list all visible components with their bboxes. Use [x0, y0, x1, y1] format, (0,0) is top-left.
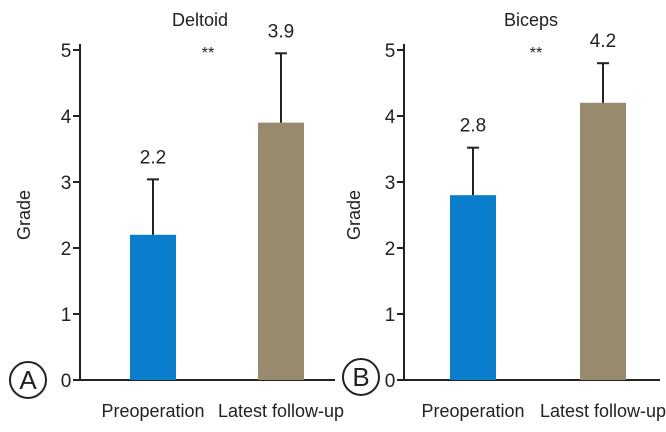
- x-tick-label: Preoperation: [101, 401, 204, 421]
- chart-title: Biceps: [504, 10, 558, 30]
- panel-label: A: [19, 365, 37, 395]
- y-axis-label: Grade: [14, 190, 34, 240]
- y-tick-label: 2: [385, 239, 396, 260]
- panel-label: B: [352, 362, 369, 392]
- y-tick-label: 4: [61, 107, 72, 128]
- panel-label-circle: [9, 361, 47, 399]
- x-tick-label: Preoperation: [421, 401, 524, 421]
- panel-label-circle: [342, 358, 380, 396]
- x-tick-label: Latest follow-up: [218, 401, 344, 421]
- y-tick-label: 1: [61, 305, 72, 326]
- bar-preoperation: [450, 195, 496, 380]
- value-label: 2.2: [140, 147, 166, 168]
- y-tick-label: 0: [61, 371, 72, 392]
- value-label: 4.2: [590, 31, 616, 52]
- value-label: 3.9: [268, 21, 294, 42]
- significance-marker: **: [530, 45, 542, 62]
- y-tick-label: 3: [385, 173, 396, 194]
- y-tick-label: 2: [61, 239, 72, 260]
- bar-preoperation: [130, 234, 176, 380]
- significance-marker: **: [202, 45, 214, 62]
- y-tick-label: 4: [385, 107, 396, 128]
- y-tick-label: 3: [61, 173, 72, 194]
- value-label: 2.8: [460, 116, 486, 137]
- y-tick-label: 1: [385, 305, 396, 326]
- y-tick-label: 5: [61, 41, 72, 62]
- chart-title: Deltoid: [172, 10, 228, 30]
- x-tick-label: Latest follow-up: [540, 401, 666, 421]
- bar-latest-follow-up: [258, 122, 304, 380]
- y-axis-label: Grade: [344, 190, 364, 240]
- y-tick-label: 0: [385, 371, 396, 392]
- bar-latest-follow-up: [580, 102, 626, 381]
- y-tick-label: 5: [385, 41, 396, 62]
